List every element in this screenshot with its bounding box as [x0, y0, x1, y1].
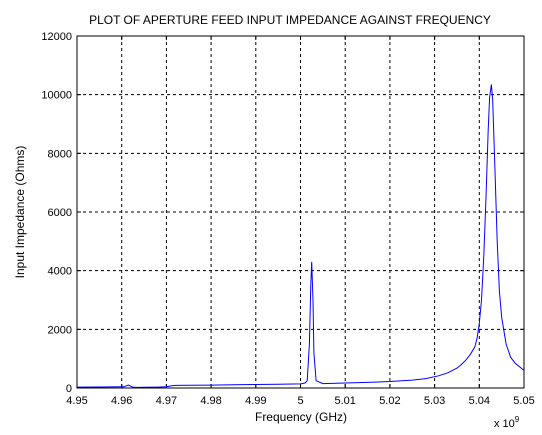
x-tick-label: 5.03 [424, 395, 445, 407]
series-line [76, 84, 525, 388]
x-tick-label: 5.01 [334, 395, 355, 407]
y-tick-label: 12000 [41, 31, 72, 43]
x-tick-label: 4.96 [111, 395, 132, 407]
plot-frame [76, 35, 525, 389]
x-tick-label: 4.98 [200, 395, 221, 407]
chart-title: PLOT OF APERTURE FEED INPUT IMPEDANCE AG… [89, 13, 491, 27]
y-axis-label: Input Impedance (Ohms) [13, 146, 27, 279]
x-axis-label: Frequency (GHz) [255, 410, 347, 424]
y-tick-label: 4000 [48, 266, 72, 278]
x-tick-label: 5.02 [379, 395, 400, 407]
x-tick-label: 5.04 [469, 395, 490, 407]
y-tick-label: 0 [66, 383, 72, 395]
x-tick-label: 5 [297, 395, 303, 407]
x-tick-label: 4.97 [156, 395, 177, 407]
y-tick-label: 10000 [41, 90, 72, 102]
grid [77, 36, 524, 388]
y-tick-labels: 0 2000 4000 6000 8000 10000 12000 [41, 31, 72, 395]
x-tick-label: 5.05 [513, 395, 534, 407]
x-multiplier-label: x 109 [494, 415, 520, 430]
y-tick-label: 8000 [48, 148, 72, 160]
axis-ticks [76, 35, 525, 389]
x-tick-label: 4.99 [245, 395, 266, 407]
x-tick-label: 4.95 [66, 395, 87, 407]
x-tick-labels: 4.95 4.96 4.97 4.98 4.99 5 5.01 5.02 5.03 5.04 5.0… [66, 395, 534, 407]
y-tick-label: 6000 [48, 207, 72, 219]
y-tick-label: 2000 [48, 324, 72, 336]
